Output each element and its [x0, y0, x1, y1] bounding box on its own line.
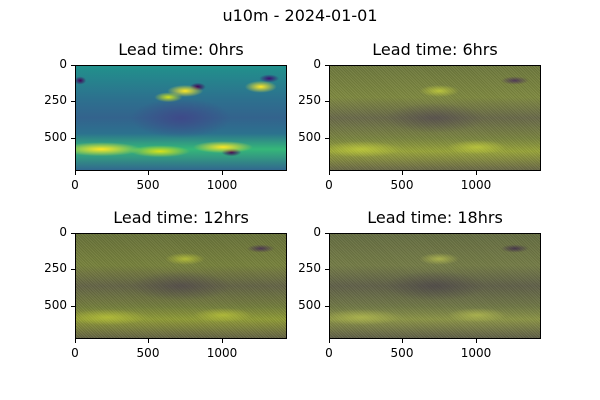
heatmap-18h	[329, 233, 541, 339]
xtick: 500	[136, 178, 160, 192]
xtick: 1000	[206, 178, 238, 192]
panel-title-0h: Lead time: 0hrs	[118, 40, 244, 59]
ytick: 250	[44, 93, 67, 107]
heatmap-0h	[75, 65, 287, 171]
ytick: 500	[298, 298, 321, 312]
heatmap-6h	[329, 65, 541, 171]
ytick: 250	[44, 261, 67, 275]
ytick: 0	[59, 225, 67, 239]
panel-title-18h: Lead time: 18hrs	[367, 208, 503, 227]
xtick: 0	[71, 178, 79, 192]
heatmap-12h	[75, 233, 287, 339]
xtick: 0	[71, 346, 79, 360]
ytick: 500	[298, 130, 321, 144]
xtick: 1000	[460, 178, 492, 192]
ytick: 500	[44, 298, 67, 312]
ytick: 0	[313, 225, 321, 239]
xtick: 1000	[206, 346, 238, 360]
xtick: 500	[136, 346, 160, 360]
xtick: 500	[390, 346, 414, 360]
ytick: 250	[298, 93, 321, 107]
xtick: 0	[325, 346, 333, 360]
ytick: 0	[313, 57, 321, 71]
xtick: 500	[390, 178, 414, 192]
xtick: 1000	[460, 346, 492, 360]
ytick: 500	[44, 130, 67, 144]
panel-title-6h: Lead time: 6hrs	[372, 40, 498, 59]
xtick: 0	[325, 178, 333, 192]
figure-title: u10m - 2024-01-01	[222, 6, 378, 25]
ytick: 250	[298, 261, 321, 275]
panel-title-12h: Lead time: 12hrs	[113, 208, 249, 227]
ytick: 0	[59, 57, 67, 71]
